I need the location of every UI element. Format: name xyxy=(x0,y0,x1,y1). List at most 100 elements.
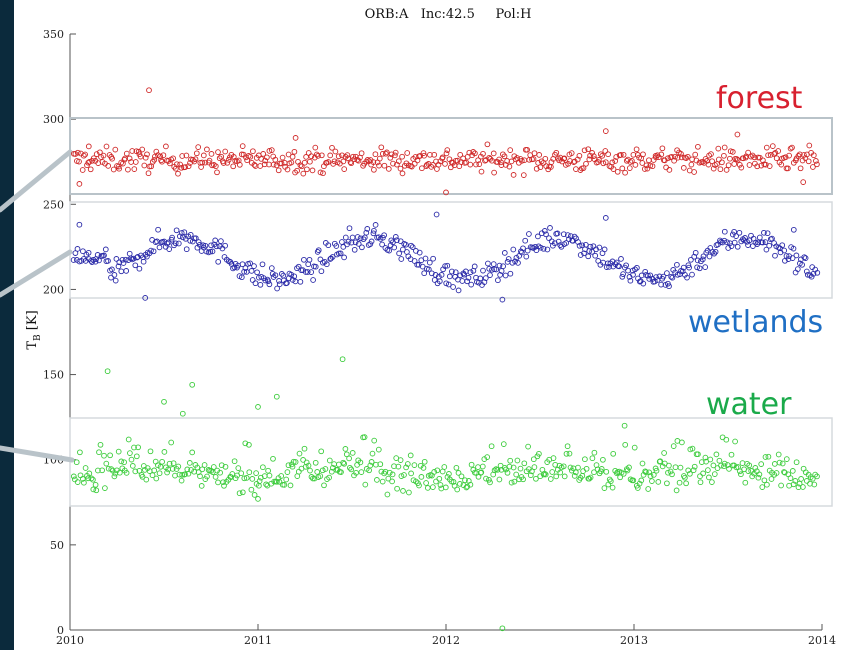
water-point xyxy=(208,468,215,474)
water-point xyxy=(677,464,684,471)
forest-point xyxy=(158,157,164,164)
wetlands-point xyxy=(345,238,352,245)
forest-point xyxy=(341,166,348,172)
wetlands-point xyxy=(355,241,362,247)
wetlands-point xyxy=(733,233,739,239)
wetlands-point xyxy=(109,266,115,273)
x-tick-label: 2011 xyxy=(244,634,272,647)
wetlands-point xyxy=(706,253,713,260)
water-point xyxy=(349,450,356,456)
water-point xyxy=(591,449,598,456)
water-point xyxy=(81,479,87,486)
y-axis-label: TB [K] xyxy=(25,310,43,349)
water-point xyxy=(486,476,492,483)
water-point xyxy=(314,469,321,475)
forest-point xyxy=(620,151,627,158)
forest-point xyxy=(537,164,544,171)
forest-point xyxy=(644,165,651,172)
water-point xyxy=(587,474,594,481)
water-point xyxy=(624,467,631,474)
wetlands-point xyxy=(700,253,707,260)
water-point xyxy=(404,461,411,467)
wetlands-point xyxy=(370,230,377,237)
water-point xyxy=(206,467,213,474)
wetlands-point xyxy=(142,295,149,301)
forest-point xyxy=(745,149,751,156)
forest-point xyxy=(715,145,722,152)
forest-point xyxy=(431,151,438,158)
wetlands-point xyxy=(134,254,141,260)
water-point xyxy=(781,469,787,475)
wetlands-point xyxy=(272,272,279,279)
wetlands-point xyxy=(82,258,89,264)
forest-point xyxy=(762,161,769,168)
water-point xyxy=(814,473,820,480)
wetlands-point xyxy=(571,233,578,240)
forest-point xyxy=(721,152,727,159)
wetlands-point xyxy=(354,234,361,240)
forest-point xyxy=(666,167,673,173)
forest-point xyxy=(785,165,791,172)
wetlands-point xyxy=(496,262,503,269)
water-point xyxy=(636,480,643,487)
wetlands-point xyxy=(156,244,163,251)
wetlands-point xyxy=(425,266,432,273)
forest-point xyxy=(315,153,321,159)
annotation-wetlands: wetlands xyxy=(688,305,823,340)
water-point xyxy=(241,475,248,482)
forest-point xyxy=(408,163,415,170)
wetlands-point xyxy=(587,243,594,250)
forest-point xyxy=(671,157,677,164)
water-point xyxy=(255,404,261,410)
wetlands-point xyxy=(266,281,273,288)
water-point xyxy=(676,479,683,486)
forest-point xyxy=(109,155,115,162)
wetlands-point xyxy=(535,233,541,240)
forest-point xyxy=(371,166,377,173)
forest-point xyxy=(491,169,497,176)
forest-point xyxy=(288,159,295,166)
forest-point xyxy=(692,151,699,158)
wetlands-point xyxy=(269,270,276,277)
forest-point xyxy=(87,166,94,173)
water-point xyxy=(504,469,511,476)
water-point xyxy=(127,450,133,456)
forest-point xyxy=(622,169,628,176)
water-point xyxy=(246,469,253,476)
water-point xyxy=(491,467,498,474)
water-point xyxy=(266,472,273,479)
water-point xyxy=(436,475,443,482)
forest-point xyxy=(364,157,371,163)
water-point xyxy=(185,470,192,477)
water-point xyxy=(338,469,344,475)
forest-point xyxy=(589,150,595,156)
water-point xyxy=(453,464,460,471)
y-tick-label: 350 xyxy=(43,28,64,41)
forest-point xyxy=(214,169,220,176)
wetlands-point xyxy=(808,273,815,280)
wetlands-point xyxy=(426,259,433,266)
wetlands-point xyxy=(581,250,587,257)
water-point xyxy=(437,482,444,488)
forest-point xyxy=(640,151,646,158)
water-point xyxy=(374,477,380,483)
water-point xyxy=(506,463,513,470)
water-point xyxy=(698,459,705,465)
water-point xyxy=(343,451,350,458)
forest-point xyxy=(303,154,309,160)
forest-point xyxy=(597,151,604,158)
wetlands-point xyxy=(666,283,672,290)
water-point xyxy=(115,448,122,455)
water-point xyxy=(620,470,627,477)
forest-point xyxy=(524,146,530,153)
wetlands-point xyxy=(102,246,109,253)
wetlands-point xyxy=(736,229,743,236)
water-point xyxy=(371,437,378,444)
wetlands-point xyxy=(579,242,586,249)
forest-point xyxy=(602,159,609,166)
forest-point xyxy=(268,147,275,153)
wetlands-point xyxy=(248,268,255,274)
forest-point xyxy=(796,151,803,158)
water-point xyxy=(170,460,177,467)
